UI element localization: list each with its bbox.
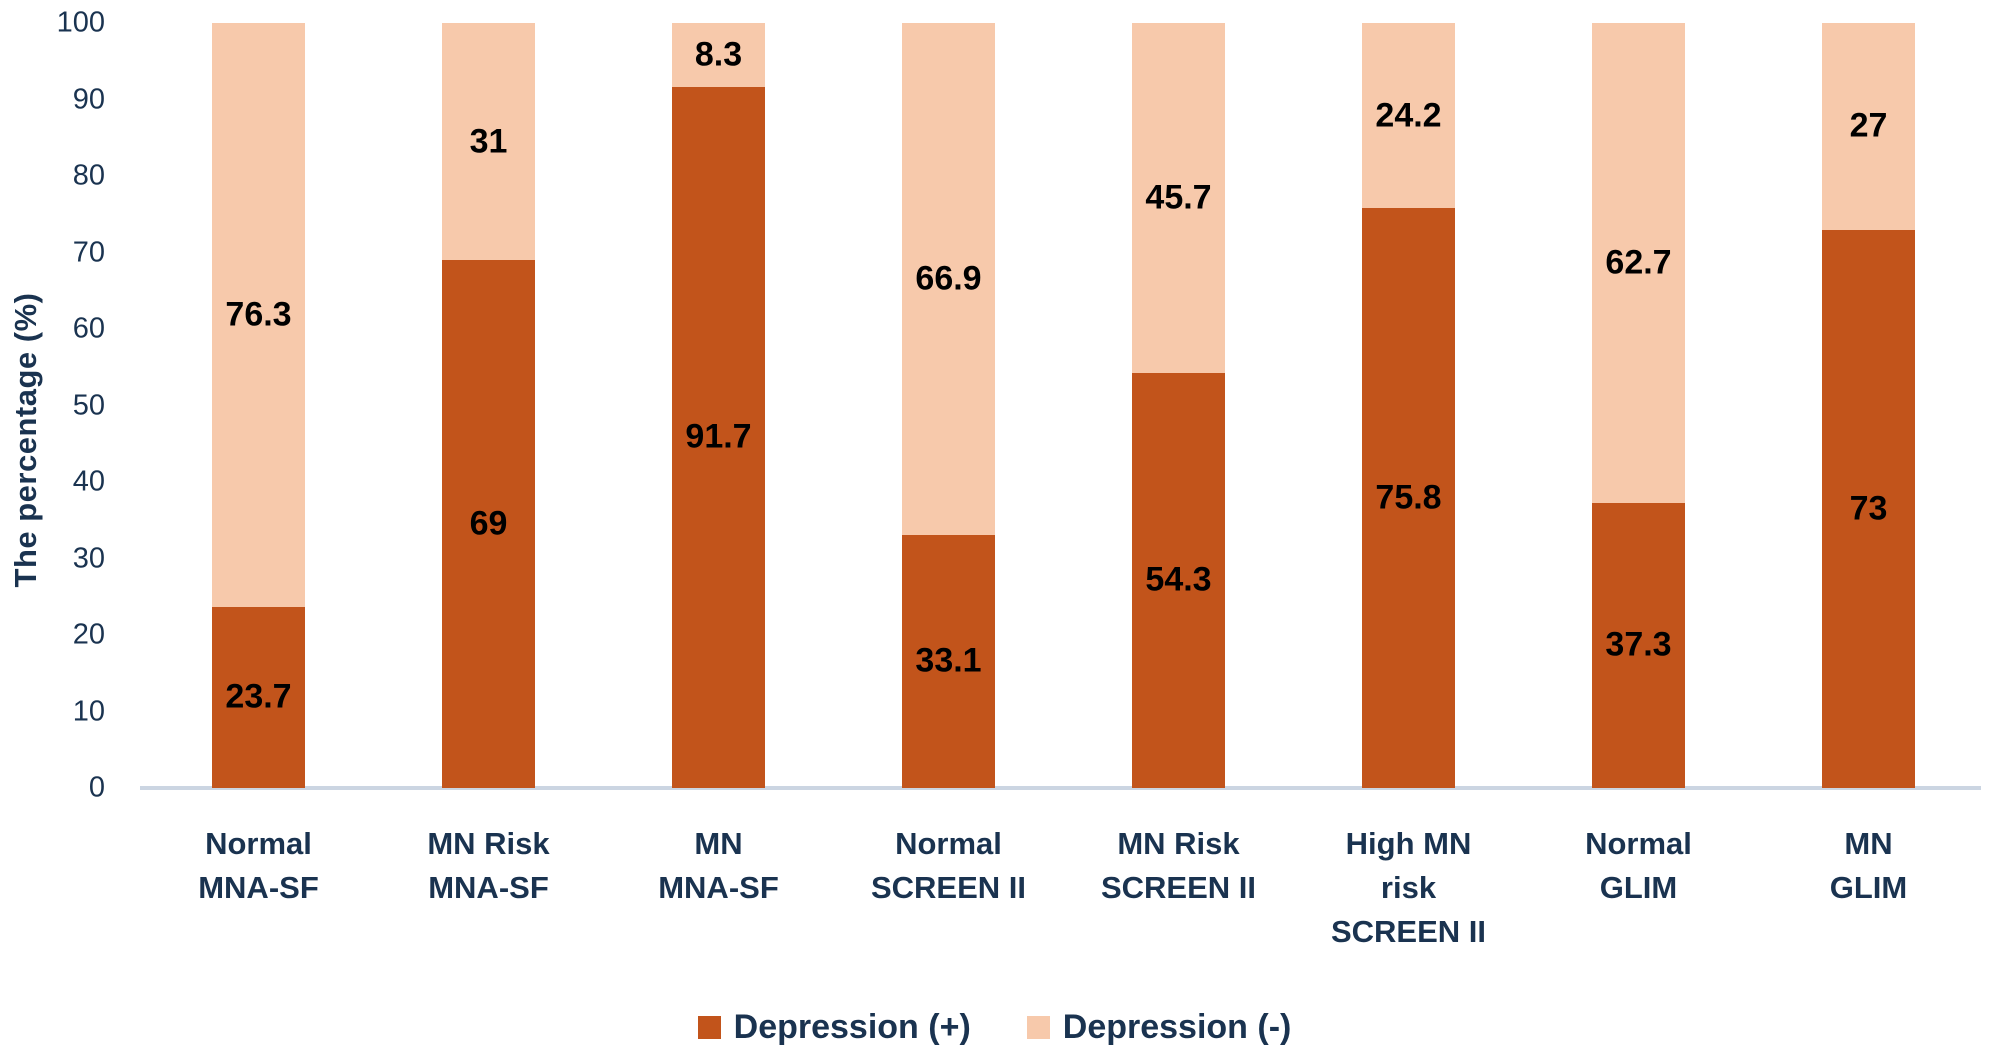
x-category-label: Normal SCREEN II (870, 826, 1027, 905)
y-tick-label: 40 (72, 465, 105, 498)
value-label: 73 (1849, 489, 1888, 528)
y-tick-label: 0 (88, 771, 105, 804)
bar-segment-depression-positive (1132, 372, 1225, 788)
legend-label: Depression (+) (733, 1008, 971, 1046)
legend: Depression (+) Depression (-) (0, 1008, 1989, 1047)
y-tick-label: 20 (72, 618, 105, 651)
bar-segment-depression-negative (212, 23, 305, 607)
bar-segment-depression-negative (1592, 23, 1685, 503)
bar-segment-depression-positive (1822, 229, 1915, 788)
legend-swatch-icon (697, 1016, 721, 1039)
y-tick-label: 30 (72, 542, 105, 574)
bar-5: 54.3 45.7 (1132, 23, 1225, 788)
bar-1: 23.7 76.3 (212, 23, 305, 788)
value-label: 24.2 (1375, 96, 1442, 135)
x-category-label: MN GLIM (1829, 826, 1908, 905)
bar-segment-depression-negative (442, 23, 535, 261)
bar-segment-depression-positive (672, 86, 765, 788)
value-label: 62.7 (1605, 243, 1672, 282)
value-label: 33.1 (915, 641, 982, 680)
y-tick-label: 10 (72, 695, 105, 727)
x-category-label: Normal MNA-SF (198, 826, 319, 905)
bar-segment-depression-positive (1362, 208, 1455, 788)
y-tick-label: 70 (72, 236, 105, 268)
x-category-label: Normal GLIM (1585, 826, 1692, 905)
y-tick-label: 50 (72, 389, 105, 421)
bar-7: 37.3 62.7 (1592, 23, 1685, 788)
bar-segment-depression-negative (1822, 23, 1915, 230)
bar-2: 69 31 (442, 23, 535, 788)
bar-segment-depression-positive (902, 534, 995, 788)
value-label: 76.3 (225, 295, 292, 334)
bar-6: 75.8 24.2 (1362, 23, 1455, 788)
plot-area: 23.7 76.3 69 31 91.7 8.3 33.1 66.9 54.3 45.7 75.8 2… (140, 23, 1981, 790)
x-category-label: MN Risk MNA-SF (427, 826, 550, 905)
bar-segment-depression-negative (672, 23, 765, 87)
y-tick-label: 80 (72, 159, 105, 192)
y-tick-label: 90 (72, 83, 105, 115)
bar-segment-depression-negative (1362, 23, 1455, 209)
value-label: 27 (1849, 106, 1888, 145)
bar-segment-depression-positive (1592, 502, 1685, 788)
y-axis-title: The percentage (%) (8, 292, 43, 588)
x-category-label: High MN risk SCREEN II (1330, 826, 1487, 949)
y-tick-label: 100 (56, 6, 105, 39)
bar-3: 91.7 8.3 (672, 23, 765, 788)
value-label: 54.3 (1145, 560, 1212, 599)
x-axis-line (140, 786, 1981, 790)
x-category-label: MN MNA-SF (658, 826, 779, 905)
y-tick-label: 60 (72, 312, 105, 345)
bar-segment-depression-positive (442, 260, 535, 788)
value-label: 8.3 (694, 35, 743, 74)
legend-label: Depression (-) (1062, 1008, 1292, 1046)
legend-item-depression-negative: Depression (-) (1026, 1008, 1292, 1047)
bar-segment-depression-negative (902, 23, 995, 535)
legend-item-depression-positive: Depression (+) (697, 1008, 971, 1047)
value-label: 45.7 (1145, 178, 1212, 217)
value-label: 23.7 (225, 677, 292, 716)
bar-segment-depression-negative (1132, 23, 1225, 373)
value-label: 91.7 (685, 417, 752, 456)
bar-4: 33.1 66.9 (902, 23, 995, 788)
legend-swatch-icon (1026, 1016, 1050, 1039)
value-label: 75.8 (1375, 478, 1442, 517)
value-label: 66.9 (915, 259, 982, 298)
value-label: 31 (469, 122, 508, 161)
x-category-label: MN Risk SCREEN II (1100, 826, 1257, 905)
bar-8: 73 27 (1822, 23, 1915, 788)
value-label: 37.3 (1605, 625, 1672, 664)
value-label: 69 (469, 504, 508, 543)
bar-segment-depression-positive (212, 606, 305, 788)
